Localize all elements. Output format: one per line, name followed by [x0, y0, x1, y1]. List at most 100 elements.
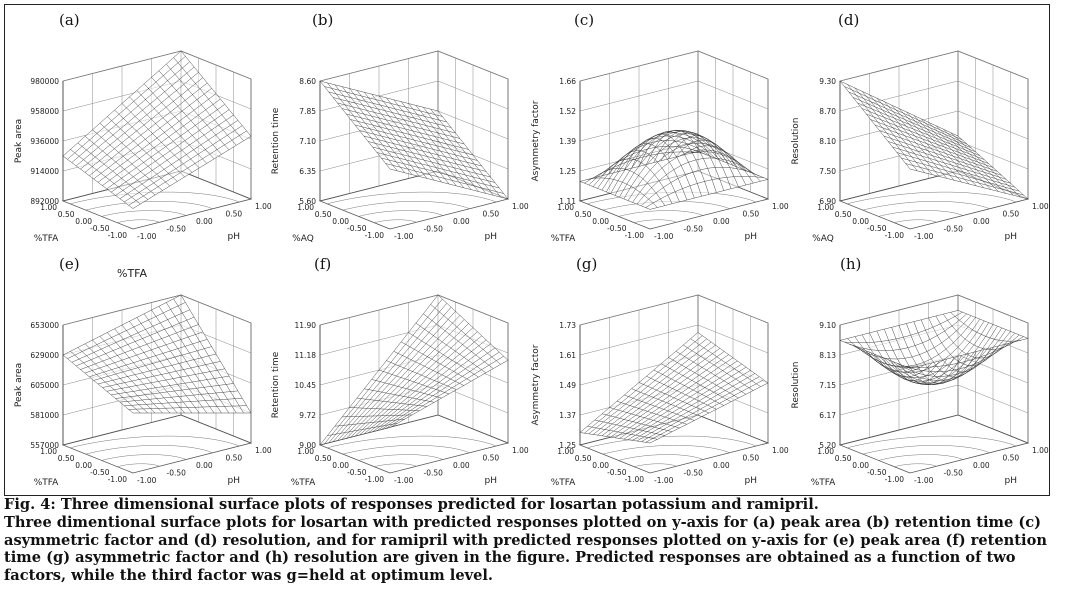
surface-line: [423, 313, 494, 369]
surface-line: [638, 382, 710, 414]
x-tick-label: -0.50: [347, 224, 367, 233]
x-tick-label: 0.50: [315, 454, 332, 463]
z-tick-label: 0.50: [483, 210, 500, 219]
y-tick-label: 1.61: [559, 351, 576, 360]
surface-line: [107, 116, 178, 182]
y-axis-label: Retention time: [271, 107, 281, 174]
x-tick-label: -1.00: [625, 475, 645, 484]
y-tick-label: 629000: [30, 351, 59, 360]
surface-line: [697, 151, 769, 180]
surface-line: [371, 379, 442, 399]
y-tick-label: 9.10: [819, 321, 836, 330]
z-tick-label: 0.00: [453, 217, 470, 226]
y-tick-label: 7.50: [819, 167, 836, 176]
surface-line: [393, 351, 464, 386]
surface-line: [158, 306, 230, 414]
surface-line: [906, 111, 977, 187]
y-axis-label: Peak area: [14, 119, 24, 163]
surface-line: [913, 115, 984, 188]
floor-contour: [69, 191, 240, 205]
surface-line: [920, 118, 992, 190]
y-tick-label: 958000: [30, 107, 59, 116]
surface-line: [601, 158, 673, 204]
surface-line: [356, 90, 428, 179]
surface-line: [408, 332, 479, 378]
surface-line: [957, 310, 1029, 339]
surface-line: [638, 131, 710, 195]
panel-g: (g) 1.25 1.37 1.49 1.61 1.73 Asymmetry factor…: [530, 253, 789, 489]
surface-line: [114, 328, 185, 414]
surface-line: [77, 142, 148, 200]
surface-line: [437, 294, 509, 361]
surface-line: [943, 313, 1014, 350]
floor-contour: [342, 201, 470, 211]
y-tick-label: 6.90: [819, 197, 836, 206]
surface-plot-g: 1.25 1.37 1.49 1.61 1.73 Asymmetry factor -1.0…: [531, 294, 789, 488]
floor-contour: [862, 201, 990, 211]
surface-line: [861, 91, 933, 175]
surface-line: [891, 104, 962, 183]
y-tick-label: 8.13: [819, 351, 836, 360]
surface-line: [876, 330, 948, 384]
x-tick-label: 1.00: [40, 203, 57, 212]
z-tick-label: 0.50: [1003, 454, 1020, 463]
x-tick-label: -0.50: [867, 224, 887, 233]
y-tick-label: 1.25: [559, 167, 576, 176]
surface-mesh: [579, 332, 769, 444]
floor-contour: [117, 463, 160, 467]
surface-line: [898, 108, 970, 185]
surface-line: [675, 139, 747, 186]
floor-contour: [101, 210, 187, 217]
z-tick-label: 1.00: [255, 446, 272, 455]
surface-line: [99, 336, 171, 414]
x-tick-label: 0.00: [852, 461, 869, 470]
panel-label: (e): [59, 255, 80, 273]
x-tick-label: -1.00: [625, 231, 645, 240]
panel-b: (b) 5.60 6.35 7.10 7.85 8.60 Retention time -1…: [270, 9, 529, 245]
surface-line: [114, 109, 185, 178]
surface-mesh: [579, 129, 769, 210]
surface-line: [928, 122, 999, 192]
x-tick-label: -1.00: [365, 231, 385, 240]
y-tick-label: 1.37: [559, 411, 576, 420]
surface-line: [854, 336, 925, 373]
surface-line: [668, 357, 739, 399]
surface-line: [378, 369, 450, 395]
surface-line: [400, 341, 472, 382]
panel-f: (f) 9.00 9.72 10.45 11.18 11.90 Retention tim…: [270, 253, 529, 489]
x-tick-label: -1.00: [885, 475, 905, 484]
x-axis-label: %TFA: [34, 234, 59, 244]
floor-contour: [618, 210, 704, 217]
x-tick-label: 0.00: [75, 217, 92, 226]
x-tick-label: 0.50: [575, 210, 592, 219]
z-tick-label: 1.00: [255, 202, 272, 211]
floor-contour: [358, 454, 444, 461]
surface-line: [839, 310, 959, 341]
surface-fill: [580, 151, 768, 210]
z-axis-label: pH: [485, 476, 497, 486]
surface-line: [84, 343, 156, 414]
surface-line: [913, 321, 984, 378]
surface-line: [166, 302, 237, 414]
floor-contour: [618, 454, 704, 461]
z-axis-label: pH: [1005, 232, 1017, 242]
surface-line: [430, 108, 501, 198]
surface-plot-d: 6.907.508.108.709.30Resolution-1.00-0.50…: [791, 50, 1049, 244]
z-tick-label: 0.00: [453, 461, 470, 470]
z-tick-label: -1.00: [654, 232, 674, 241]
surface-line: [943, 128, 1014, 196]
wall-gridline: [839, 384, 1029, 416]
x-tick-label: 0.50: [835, 454, 852, 463]
panel-extra-label: %TFA: [117, 267, 148, 280]
surface-line: [579, 432, 651, 444]
surface-line: [136, 90, 207, 164]
y-tick-label: 7.15: [819, 381, 836, 390]
surface-fill: [840, 310, 1028, 369]
surface-line: [356, 397, 427, 407]
surface-line: [839, 340, 911, 369]
surface-line: [437, 110, 509, 200]
floor: [318, 414, 510, 474]
panel-e: (e) %TFA 557000 581000 605000 629000 653000 P…: [13, 253, 272, 489]
x-tick-label: -1.00: [365, 475, 385, 484]
z-tick-label: -1.00: [394, 476, 414, 485]
